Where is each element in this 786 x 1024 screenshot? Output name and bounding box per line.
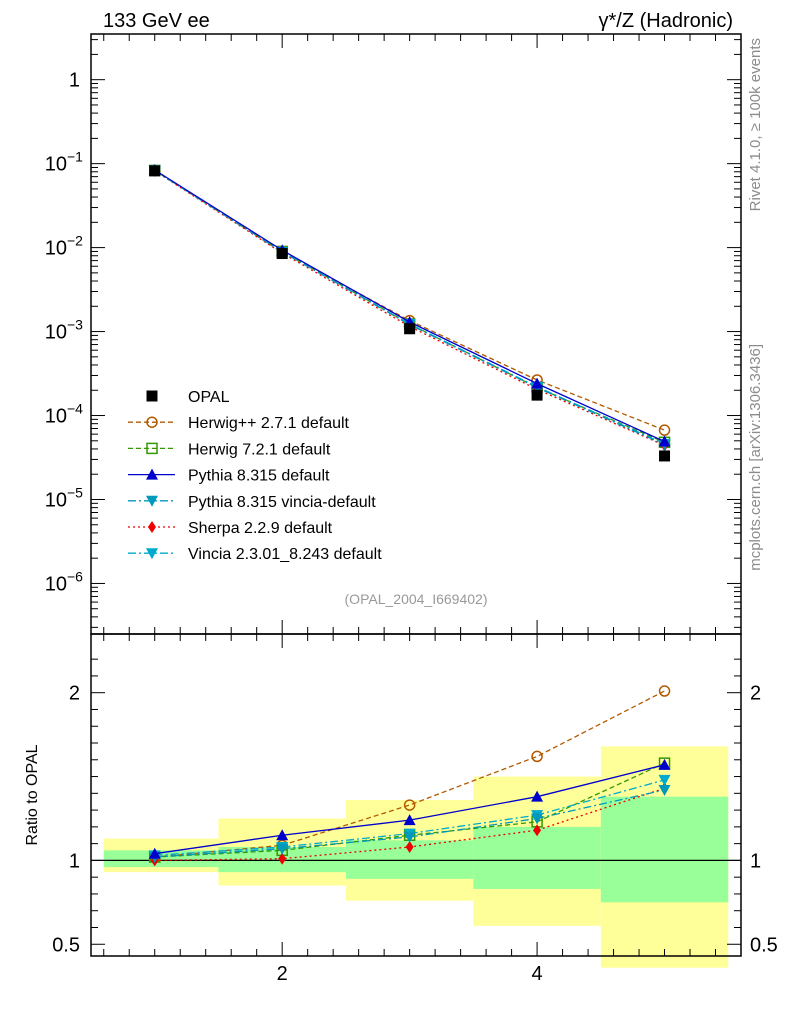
main-y-tick-exponent: −6 [67,568,83,584]
main-point-pythia [658,435,671,447]
main-y-tick-exponent: −5 [67,484,83,500]
legend-label-sherpa: Sherpa 2.2.9 default [188,520,333,537]
legend-item-sherpa: Sherpa 2.2.9 default [128,520,333,537]
legend-marker-pythia_vincia [146,495,158,507]
main-point-herwigpp [658,424,671,436]
analysis-watermark: (OPAL_2004_I669402) [345,591,488,607]
ratio-point-vincia [658,774,671,786]
legend-marker-sherpa [148,521,156,533]
main-point-opal [531,389,543,401]
ratio-plot-frame [90,633,742,957]
main-series-opal [149,165,671,462]
main-point-pythia [531,377,544,389]
ratio-y-axis-label: Ratio to OPAL [24,744,41,845]
ratio-point-herwigpp [403,799,416,811]
left-title: 133 GeV ee [103,10,210,32]
ratio-point-pythia [403,814,416,826]
ratio-point-pythia [148,847,161,859]
ratio-point-herwigpp [658,685,671,697]
legend-item-opal: OPAL [146,389,230,406]
legend-item-vincia: Vincia 2.3.01_8.243 default [128,546,382,563]
mcplots-label: mcplots.cern.ch [arXiv:1306.3436] [747,344,764,571]
main-series [148,163,671,462]
ratio-uncertainty-bands [103,746,729,968]
main-line-pythia_vincia [154,169,665,446]
main-line-herwig7 [154,169,665,443]
legend-marker-vincia [146,548,158,560]
ratio-point-sherpa [278,852,287,865]
main-line-vincia [154,169,665,445]
main-y-tick-exponent: −1 [67,149,83,165]
ratio-point-pythia_vincia [658,784,671,796]
main-y-tick-label: 10 [45,238,67,260]
ratio-point-sherpa [405,840,414,853]
main-y-tick-label: 10 [45,489,67,511]
ratio-point-pythia [658,758,671,770]
axis-ticks [91,34,741,956]
main-y-tick-label: 10 [45,573,67,595]
ratio-y-tick-labels: 2 2 1 1 0.5 0.5 [52,683,778,957]
legend-label-herwigpp: Herwig++ 2.7.1 default [188,415,350,432]
main-y-tick-exponent: −3 [67,317,83,333]
main-point-opal [276,248,288,260]
main-point-opal [404,323,416,335]
main-y-tick-exponent: −4 [67,401,83,417]
ratio-point-pythia [276,829,289,841]
legend-marker-herwig7 [146,442,158,455]
ratio-band-inner-5 [600,796,729,903]
legend-item-herwig7: Herwig 7.2.1 default [128,441,331,458]
ratio-point-pythia [531,790,544,802]
ratio-y-tick-label-left: 2 [69,683,80,705]
ratio-point-pythia_vincia [276,843,289,855]
ratio-y-tick-label-right: 1 [750,850,761,872]
legend-marker-pythia [146,468,158,480]
legend-label-opal: OPAL [188,389,230,406]
legend-label-herwig7: Herwig 7.2.1 default [188,441,331,458]
ratio-point-herwigpp [531,750,543,763]
ratio-y-tick-label-right: 0.5 [750,934,778,956]
main-y-tick-label: 10 [45,322,67,344]
main-y-tick-label: 10 [45,406,67,428]
main-line-pythia [154,169,665,443]
ratio-y-tick-label-right: 2 [750,683,761,705]
main-series-vincia [148,165,671,450]
ratio-line-vincia [154,779,665,857]
legend-marker-herwigpp [146,416,158,428]
main-point-opal [659,450,671,462]
main-point-opal [149,165,161,177]
main-line-herwigpp [154,169,665,431]
legend-item-herwigpp: Herwig++ 2.7.1 default [128,415,350,432]
main-y-tick-label: 1 [69,70,80,92]
x-tick-label: 4 [532,963,543,985]
x-tick-label: 2 [277,963,288,985]
ratio-series-pythia [148,758,671,859]
ratio-y-tick-label-left: 1 [69,850,80,872]
main-series-pythia_vincia [148,165,671,451]
main-line-sherpa [154,170,665,447]
legend-item-pythia: Pythia 8.315 default [128,468,330,485]
ratio-point-sherpa [533,824,542,837]
main-y-tick-label: 10 [45,154,67,176]
legend: OPAL Herwig++ 2.7.1 default Herwig 7.2.1 d… [128,389,382,563]
ratio-series [148,685,671,867]
ratio-y-tick-label-left: 0.5 [52,934,80,956]
main-plot-frame [90,33,742,635]
right-title: γ*/Z (Hadronic) [599,10,733,32]
ratio-band-inner-4 [473,826,601,889]
ratio-point-pythia_vincia [531,813,544,825]
ratio-line-pythia_vincia [154,789,665,858]
legend-label-pythia: Pythia 8.315 default [188,468,330,485]
main-y-tick-exponent: −2 [67,233,83,249]
legend-label-vincia: Vincia 2.3.01_8.243 default [188,546,382,563]
ratio-point-pythia_vincia [403,831,416,843]
legend-item-pythia_vincia: Pythia 8.315 vincia-default [128,494,376,511]
legend-marker-opal [146,390,158,402]
rivet-label: Rivet 4.1.0, ≥ 100k events [747,38,764,211]
main-y-tick-labels: 110−110−210−310−410−510−6 [45,70,83,596]
legend-label-pythia_vincia: Pythia 8.315 vincia-default [188,494,376,511]
